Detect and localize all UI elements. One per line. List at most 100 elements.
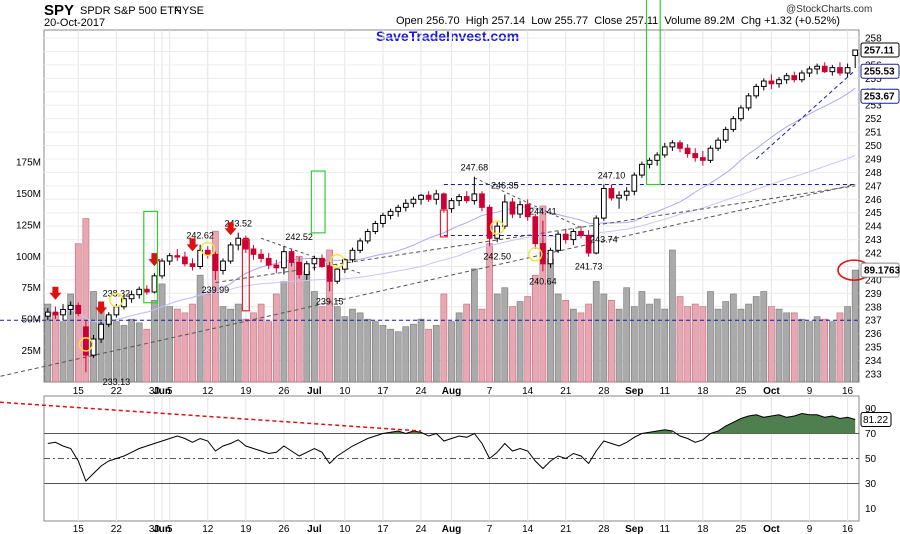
candle-body: [227, 244, 234, 262]
volume-bar: [44, 303, 52, 383]
volume-bar: [722, 301, 730, 383]
volume-bar: [714, 308, 722, 383]
rsi-panel: [0, 401, 859, 484]
volume-bar: [851, 269, 859, 383]
x-tick-label: 10: [339, 524, 351, 534]
volume-bar: [600, 293, 608, 383]
volume-bar: [151, 299, 158, 383]
volume-bar: [166, 306, 174, 383]
x-tick-label: 7: [487, 386, 493, 397]
volume-bar: [128, 318, 135, 383]
candle-body: [441, 193, 447, 210]
red-box: [241, 238, 250, 312]
volume-bar: [844, 306, 851, 383]
volume-bar: [836, 312, 844, 383]
volume-bar: [608, 299, 615, 383]
volume-bar: [82, 218, 90, 383]
price-tick-label: 242: [865, 249, 882, 260]
volume-tick-label: 50M: [22, 315, 41, 326]
candle-body: [220, 260, 226, 271]
x-tick-label: 26: [278, 386, 290, 397]
candle-body: [600, 188, 607, 219]
x-tick-label: 18: [697, 386, 709, 397]
candle-body: [189, 263, 196, 267]
x-tick-label: 18: [697, 524, 709, 534]
rsi-overbought-fill: [382, 413, 856, 434]
candle-body: [707, 147, 714, 161]
candle-body: [113, 306, 120, 316]
axes: 151522223030JunJun55121219192626JulJul10…: [16, 34, 900, 534]
volume-bar: [615, 308, 623, 383]
candle-body: [273, 264, 280, 269]
x-tick-label: 22: [111, 524, 123, 534]
candle-body: [821, 65, 828, 73]
change-label: Chg: [740, 15, 762, 27]
volume-bar: [623, 287, 631, 383]
volume-bar: [448, 321, 455, 383]
candle-body: [159, 260, 165, 277]
volume-bar: [52, 312, 59, 383]
price-tick-label: 234: [865, 356, 882, 367]
volume-bar: [509, 306, 516, 383]
volume-bar: [425, 328, 432, 383]
volume-bar: [669, 249, 676, 383]
volume-bar: [341, 316, 349, 383]
price-tick-label: 253: [865, 101, 882, 112]
x-tick-label: 17: [377, 524, 389, 534]
x-tick-label: 9: [807, 386, 813, 397]
rsi-tick-label: 50: [865, 454, 877, 465]
price-tick-label: 245: [865, 208, 882, 219]
volume-bar: [371, 321, 379, 383]
volume-bar: [113, 321, 120, 383]
stockcharts-brand[interactable]: @StockCharts.com: [786, 4, 873, 15]
candle-body: [242, 237, 249, 250]
candle-body: [425, 194, 432, 200]
volume-bar: [143, 328, 151, 383]
price-tick-label: 248: [865, 168, 882, 179]
candle-body: [509, 201, 516, 215]
close-label: Close: [594, 15, 623, 27]
price-tick-label: 235: [865, 343, 882, 354]
volume-bar: [257, 303, 265, 383]
candle-body: [296, 261, 303, 276]
price-tick-label: 238: [865, 302, 882, 313]
volume-bar: [250, 312, 257, 383]
candle-body: [814, 65, 820, 70]
price-tick-label: 239: [865, 289, 882, 300]
red-arrow-icon: [224, 222, 237, 236]
volume-bar: [440, 293, 448, 383]
x-tick-label: 14: [522, 386, 534, 397]
candle-body: [151, 275, 158, 293]
volume-bar: [311, 291, 318, 383]
candle-body: [67, 304, 74, 310]
x-tick-label: 12: [202, 524, 214, 534]
volume-tick-label: 175M: [16, 158, 41, 169]
volume-bar: [196, 274, 204, 383]
price-annotation: 246.35: [491, 181, 519, 191]
x-tick-label: 24: [415, 386, 427, 397]
candle-body: [783, 75, 790, 81]
volume-bars: [44, 205, 859, 383]
x-tick-label: 22: [111, 386, 123, 397]
security-name: SPDR S&P 500 ETF: [80, 5, 181, 17]
volume-bar: [790, 312, 798, 383]
volume-bar: [219, 306, 227, 383]
price-tick-label: 240: [865, 275, 882, 286]
watermark-link[interactable]: SaveTradeInvest.com: [376, 28, 520, 44]
red-arrow-icon: [186, 238, 199, 252]
x-tick-label: 12: [202, 386, 214, 397]
volume-bar: [531, 274, 539, 383]
x-tick-label: 21: [560, 524, 572, 534]
candle-body: [585, 235, 592, 254]
candle-body: [722, 128, 729, 141]
rsi-last-box: [860, 411, 892, 427]
candle-body: [593, 217, 600, 254]
candle-body: [197, 249, 204, 267]
high-value: 257.14: [491, 15, 526, 27]
candle-body: [433, 193, 440, 200]
candle-body: [745, 95, 752, 109]
volume-bar: [120, 325, 128, 383]
symbol-title: SPY: [44, 2, 75, 19]
price-tick-label: 243: [865, 235, 882, 246]
